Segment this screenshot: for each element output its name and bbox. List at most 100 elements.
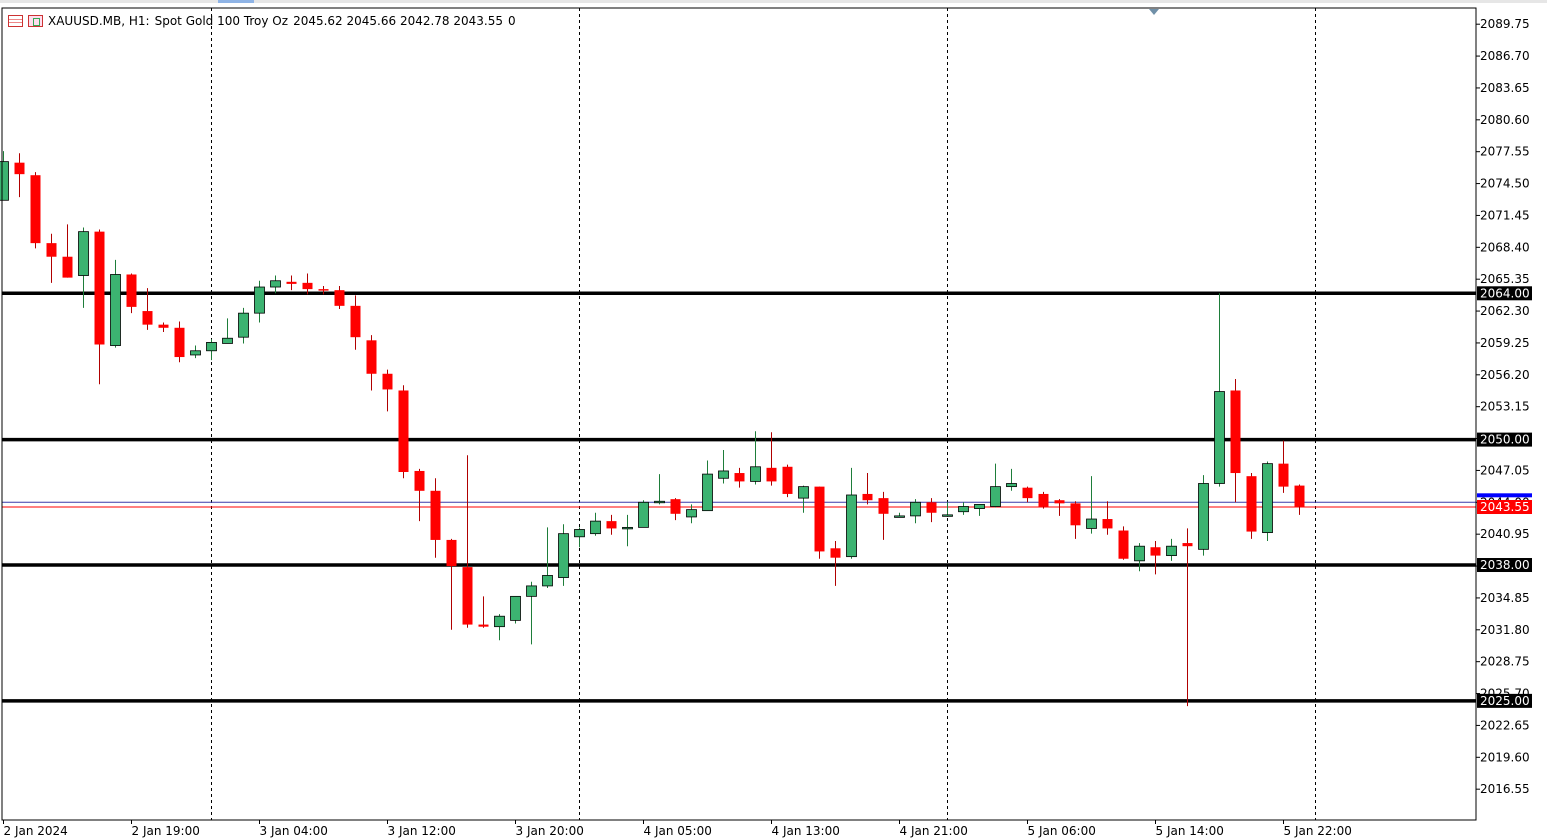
- candle-2: [30, 172, 41, 249]
- candle-body-17: [270, 280, 281, 288]
- candle-63: [1006, 468, 1017, 491]
- candle-body-51: [814, 486, 825, 552]
- candle-body-40: [638, 501, 649, 528]
- candle-18: [286, 275, 297, 291]
- candle-6: [94, 229, 105, 385]
- candle-5: [78, 227, 89, 308]
- price-tick-label-4: 2077.55: [1480, 145, 1530, 159]
- candle-4: [62, 224, 73, 278]
- candle-22: [350, 295, 361, 350]
- time-tick-label-6: 4 Jan 13:00: [772, 824, 840, 838]
- chart-list-icon[interactable]: [8, 15, 23, 27]
- candle-16: [254, 280, 265, 323]
- candle-76: [1214, 293, 1225, 487]
- candle-body-14: [222, 337, 233, 344]
- candle-body-43: [686, 509, 697, 518]
- candle-34: [542, 527, 553, 588]
- candle-41: [654, 474, 665, 505]
- candle-body-26: [414, 470, 425, 491]
- candle-body-44: [702, 473, 713, 512]
- candle-body-21: [334, 290, 345, 306]
- candle-48: [766, 432, 777, 486]
- candle-body-28: [446, 539, 457, 567]
- candle-43: [686, 504, 697, 524]
- candle-body-66: [1054, 500, 1065, 504]
- candle-26: [414, 468, 425, 522]
- candle-body-75: [1198, 483, 1209, 550]
- price-tick-label-20: 2028.75: [1480, 655, 1530, 669]
- candle-80: [1278, 440, 1289, 493]
- candle-37: [590, 512, 601, 536]
- candle-44: [702, 460, 713, 512]
- candle-body-38: [606, 521, 617, 529]
- level-label-3: 2025.00: [1480, 694, 1530, 708]
- candle-body-61: [974, 503, 985, 509]
- candle-7: [110, 259, 121, 348]
- candle-body-60: [958, 506, 969, 513]
- chart-type-icon[interactable]: [28, 15, 43, 27]
- candle-35: [558, 524, 569, 586]
- candle-body-25: [398, 390, 409, 472]
- candle-19: [302, 273, 313, 295]
- active-tab-indicator[interactable]: [218, 0, 254, 3]
- candle-17: [270, 275, 281, 294]
- candle-body-64: [1022, 487, 1033, 499]
- price-axis: 2089.75 2086.70 2083.65 2080.60 2077.55 2074.…: [1476, 17, 1532, 796]
- time-tick-label-2: 3 Jan 04:00: [260, 824, 328, 838]
- time-tick-label-0: 2 Jan 2024: [4, 824, 68, 838]
- candle-67: [1070, 501, 1081, 539]
- candle-body-10: [158, 324, 169, 328]
- candle-body-35: [558, 533, 569, 578]
- candle-body-50: [798, 486, 809, 499]
- candle-body-69: [1102, 519, 1113, 529]
- price-tick-label-12: 2053.15: [1480, 400, 1530, 414]
- candle-28: [446, 538, 457, 630]
- candle-38: [606, 514, 617, 535]
- candle-46: [734, 467, 745, 488]
- candle-body-71: [1134, 545, 1145, 562]
- level-label-0: 2064.00: [1480, 286, 1530, 300]
- price-tick-label-19: 2031.80: [1480, 623, 1530, 637]
- candle-71: [1134, 543, 1145, 572]
- candle-15: [238, 307, 249, 344]
- shift-marker-icon: [1149, 9, 1159, 15]
- candle-body-3: [46, 243, 57, 257]
- time-tick-label-4: 3 Jan 20:00: [516, 824, 584, 838]
- candle-66: [1054, 499, 1065, 516]
- price-tick-label-10: 2059.25: [1480, 336, 1530, 350]
- candle-body-20: [318, 289, 329, 291]
- candle-body-56: [894, 515, 905, 518]
- price-tick-label-11: 2056.20: [1480, 368, 1530, 382]
- price-tick-label-16: 2040.95: [1480, 527, 1530, 541]
- candle-body-78: [1246, 476, 1257, 532]
- candle-body-39: [622, 526, 633, 530]
- candle-body-19: [302, 282, 313, 290]
- time-tick-label-9: 5 Jan 14:00: [1156, 824, 1224, 838]
- candle-series: [0, 151, 1305, 707]
- price-tick-label-14: 2047.05: [1480, 463, 1530, 477]
- candle-77: [1230, 378, 1241, 503]
- candle-13: [206, 339, 217, 361]
- candle-55: [878, 491, 889, 540]
- candle-body-62: [990, 486, 1001, 507]
- candle-14: [222, 318, 233, 344]
- ohlc-values: 2045.62 2045.66 2042.78 2043.55: [293, 14, 503, 28]
- candle-body-15: [238, 312, 249, 338]
- candle-30: [478, 596, 489, 628]
- volume-value: 0: [508, 14, 516, 28]
- candle-body-7: [110, 274, 121, 346]
- time-tick-label-3: 3 Jan 12:00: [388, 824, 456, 838]
- time-tick-label-7: 4 Jan 21:00: [900, 824, 968, 838]
- price-tick-label-23: 2019.60: [1480, 750, 1530, 764]
- candle-27: [430, 478, 441, 558]
- candle-74: [1182, 528, 1193, 707]
- candle-3: [46, 233, 57, 283]
- candle-12: [190, 345, 201, 359]
- price-tick-label-9: 2062.30: [1480, 304, 1530, 318]
- candle-64: [1022, 486, 1033, 503]
- ask-label-bg: [1477, 493, 1532, 498]
- candle-50: [798, 485, 809, 513]
- candle-body-73: [1166, 545, 1177, 557]
- candle-9: [142, 288, 153, 330]
